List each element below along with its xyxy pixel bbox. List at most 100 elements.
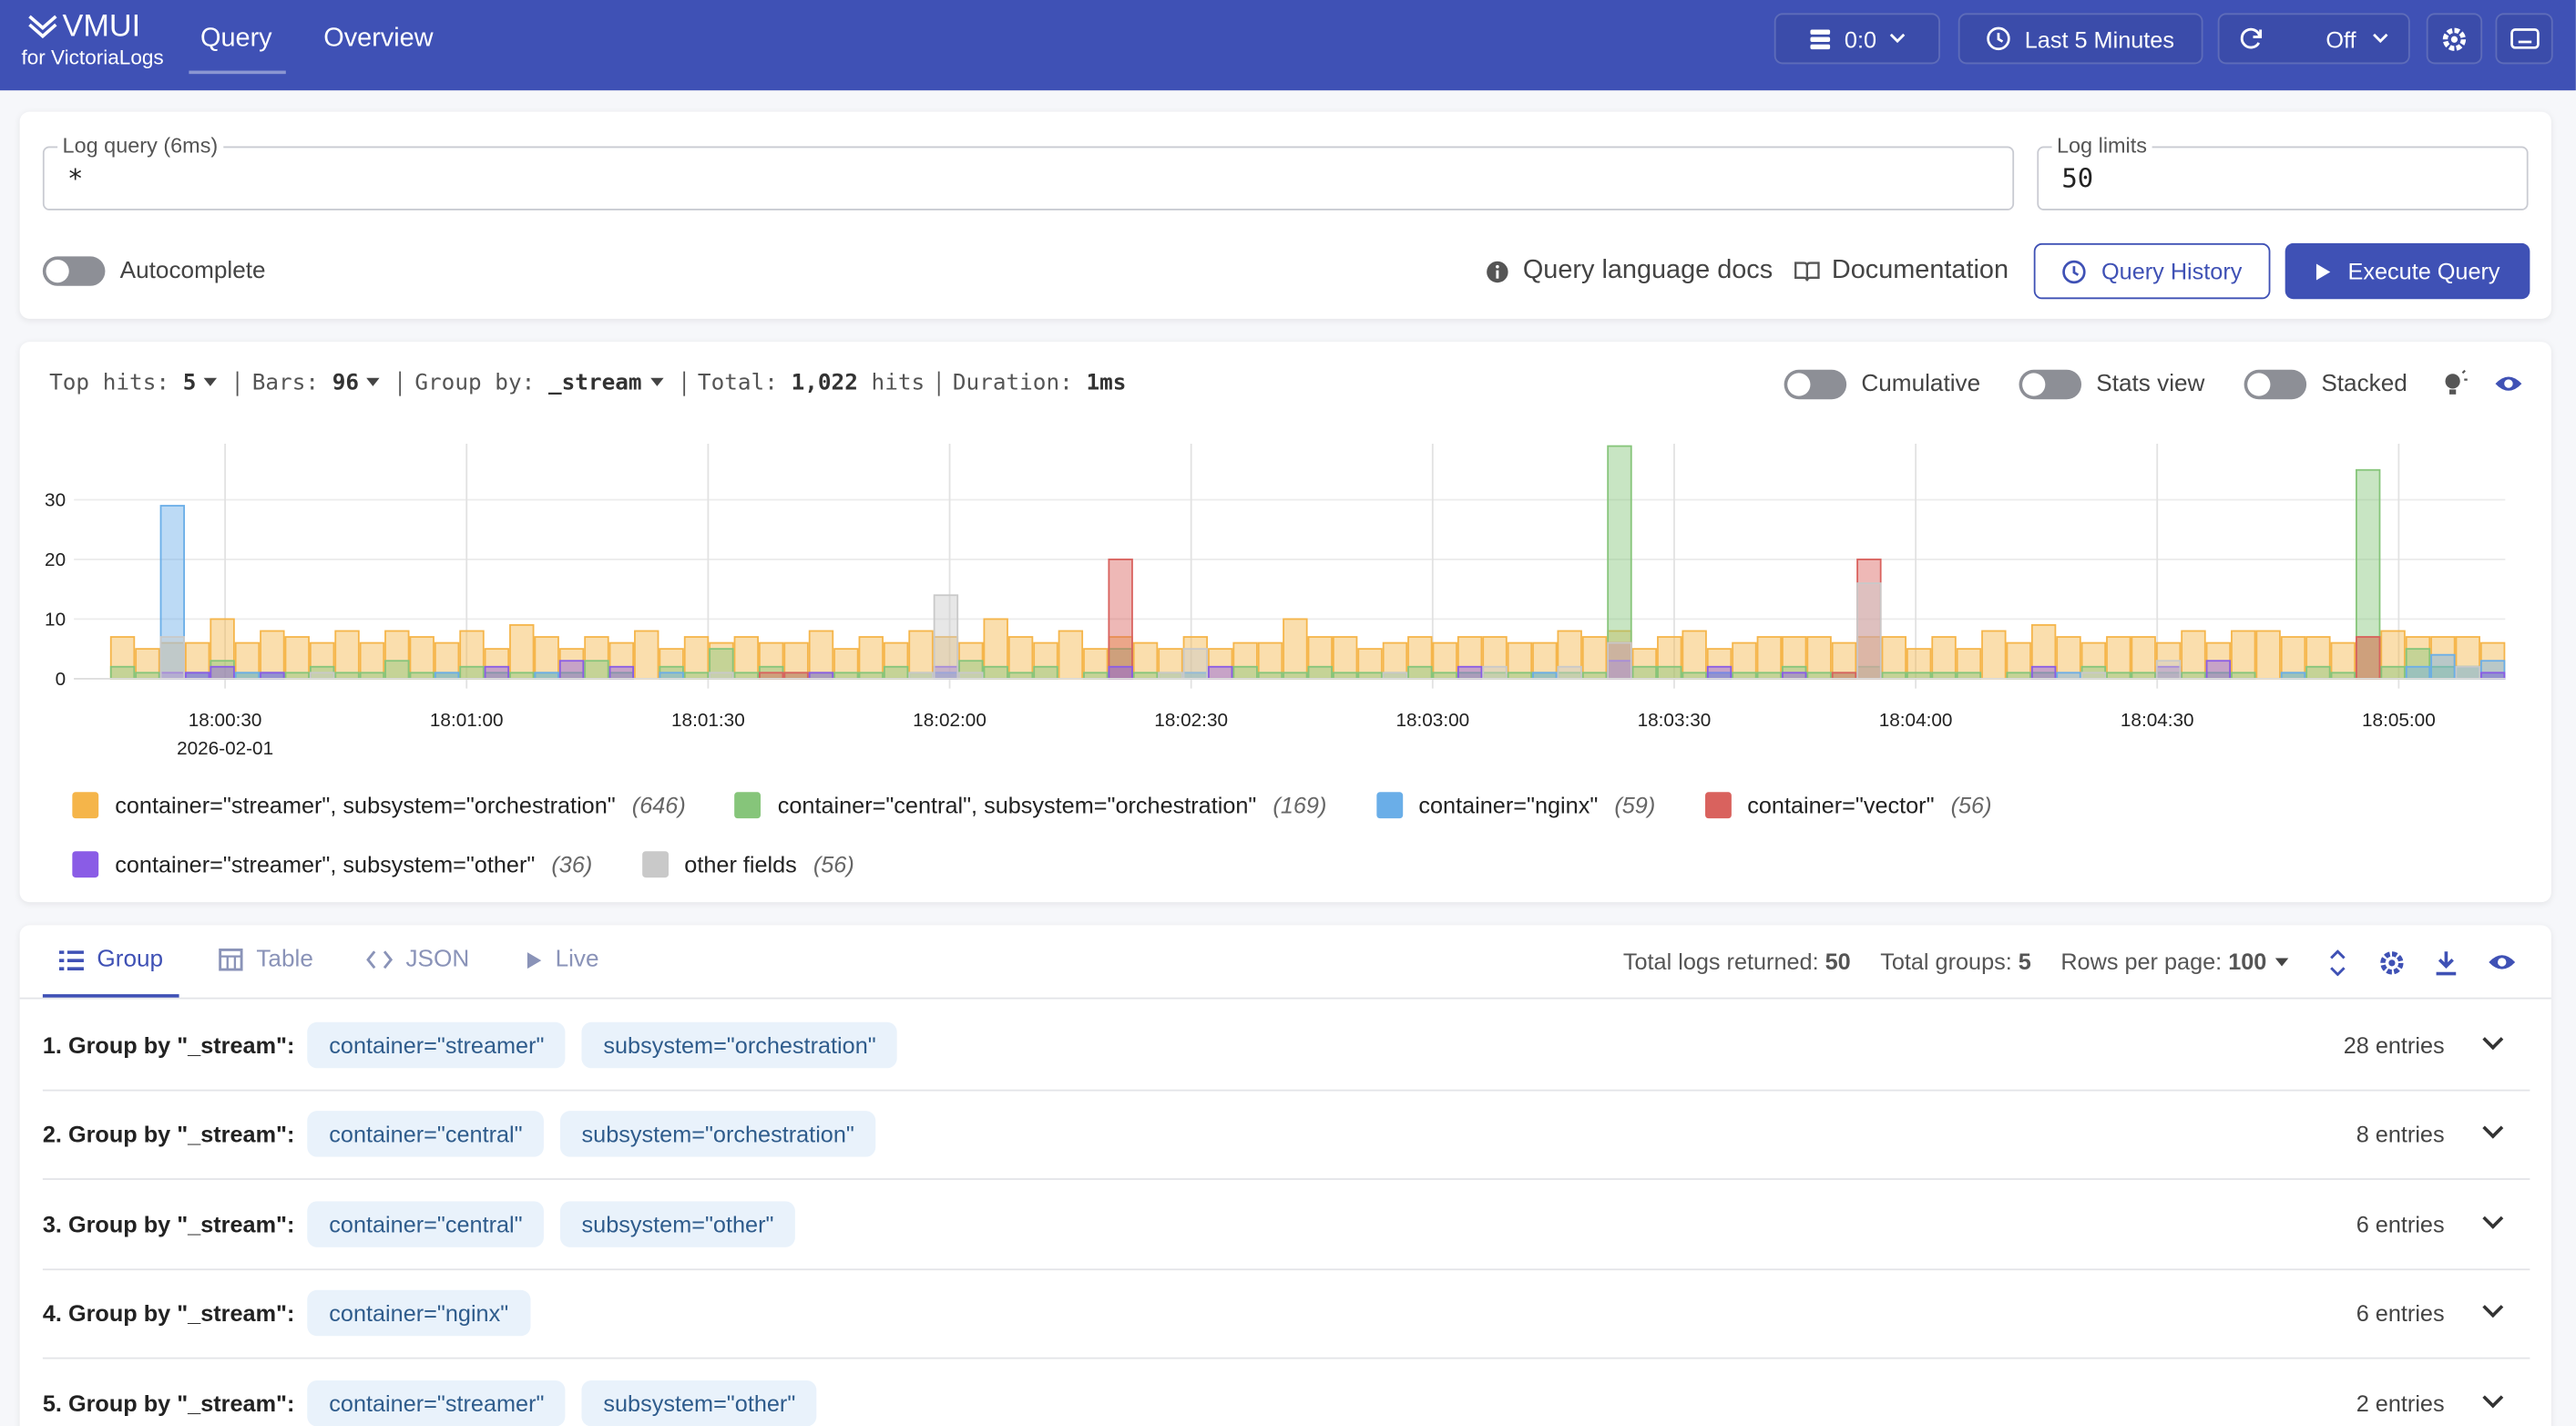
bar	[1083, 672, 1109, 680]
download-icon[interactable]	[2435, 949, 2458, 976]
bar	[1682, 672, 1707, 680]
caret	[2274, 958, 2288, 967]
bar	[1881, 636, 1906, 680]
execute-button[interactable]: Execute Query	[2285, 242, 2530, 300]
eye-icon[interactable]	[2494, 373, 2523, 394]
button-label: Query History	[2101, 258, 2243, 285]
toggle-label: Stats view	[2096, 371, 2205, 398]
logo-icon	[28, 15, 57, 39]
keyboard-icon	[2510, 28, 2539, 49]
tenant-button[interactable]: 0:0	[1774, 13, 1940, 65]
toggle[interactable]	[2019, 369, 2082, 400]
stat-label: Bars:	[251, 369, 320, 396]
group-row[interactable]: 4. Group by "_stream": container="nginx" 6…	[42, 1269, 2530, 1359]
tab-indicator	[42, 994, 179, 998]
docs-link[interactable]: Query language docs	[1522, 256, 1774, 285]
group-row[interactable]: 2. Group by "_stream": container="central…	[42, 1090, 2530, 1181]
meta[interactable]: Rows per page: 100	[2060, 948, 2295, 975]
bar	[558, 660, 585, 680]
bar	[1981, 630, 2007, 680]
legend-item[interactable]: container="nginx" (59)	[1375, 787, 1655, 822]
bar	[459, 630, 485, 680]
legend-label: container="central", subsystem="orchestr…	[777, 791, 1257, 818]
legend-item[interactable]: container="streamer", subsystem="other" (…	[72, 846, 592, 881]
play-icon	[526, 951, 542, 969]
legend-total: (36)	[551, 850, 593, 877]
legend-total: (56)	[1950, 791, 1992, 818]
bar	[2280, 636, 2306, 680]
settings-button[interactable]	[2426, 13, 2483, 65]
legend-label: container="vector"	[1747, 791, 1935, 818]
bar	[484, 665, 510, 680]
meta-value[interactable]: 100	[2228, 948, 2267, 975]
documentation-link[interactable]: Documentation	[1831, 256, 2009, 285]
bar	[1806, 672, 1832, 680]
bar	[2006, 672, 2031, 680]
nav-tab[interactable]: Overview	[323, 25, 434, 53]
bar	[1457, 665, 1483, 680]
group-row[interactable]: 3. Group by "_stream": container="central…	[42, 1180, 2530, 1270]
button-label: Execute Query	[2347, 258, 2500, 285]
bar	[1332, 672, 1358, 680]
stat-label: Total:	[697, 369, 778, 396]
bar	[109, 636, 136, 680]
result-tab[interactable]: Group	[58, 947, 163, 973]
nav-tab[interactable]: Query	[200, 25, 272, 53]
legend-item[interactable]: other fields (56)	[641, 846, 854, 881]
toggle[interactable]	[42, 256, 106, 286]
bar	[883, 665, 909, 680]
bar	[2131, 636, 2156, 680]
bar	[1557, 630, 1582, 680]
limits-input[interactable]: Log limits 50	[2037, 133, 2529, 210]
meta-label: Total groups:	[1880, 948, 2012, 975]
stat-value[interactable]: 96	[332, 369, 360, 396]
history-button[interactable]: Query History	[2033, 242, 2271, 300]
results-meta: Total logs returned: 50 Total groups: 5 …	[1623, 948, 2295, 975]
tab-label: Live	[555, 946, 599, 973]
refresh-value: Off	[2326, 25, 2356, 52]
query-input[interactable]: Log query (6ms) *	[42, 133, 2015, 210]
time-button[interactable]: Last 5 Minutes	[1958, 13, 2203, 65]
result-tab[interactable]: Table	[219, 947, 313, 973]
expand-icon[interactable]	[2329, 949, 2346, 977]
result-tab[interactable]: Live	[526, 946, 599, 973]
time-range: Last 5 Minutes	[2024, 25, 2174, 52]
toggle-label: Cumulative	[1861, 371, 1981, 398]
bar	[1332, 636, 1358, 680]
meta: Total groups: 5	[1880, 949, 2031, 975]
group-tag: container="streamer"	[307, 1380, 566, 1426]
bar	[2255, 630, 2281, 680]
stat-value[interactable]: _stream	[547, 369, 642, 396]
group-entries: 28 entries	[2343, 1031, 2445, 1059]
bulb-icon[interactable]	[2441, 369, 2468, 398]
legend-item[interactable]: container="streamer", subsystem="orchest…	[72, 787, 686, 822]
toggle[interactable]	[1784, 369, 1847, 400]
group-row[interactable]: 1. Group by "_stream": container="streame…	[42, 1000, 2530, 1092]
bar	[1682, 630, 1707, 680]
keyboard-button[interactable]	[2495, 13, 2553, 65]
bar	[334, 630, 360, 680]
bar	[584, 660, 609, 680]
toggle[interactable]	[2244, 369, 2307, 400]
tabs-divider	[19, 997, 2551, 1000]
x-tick-label: 18:05:00	[2362, 710, 2436, 731]
bar	[833, 648, 859, 680]
bar	[908, 672, 934, 680]
legend-label: other fields	[684, 850, 797, 877]
legend-item[interactable]: container="central", subsystem="orchestr…	[734, 787, 1326, 822]
gear-icon[interactable]	[2378, 949, 2405, 976]
result-tab[interactable]: JSON	[366, 947, 469, 973]
bar	[1657, 636, 1682, 680]
bar	[2080, 672, 2107, 680]
meta-value: 5	[2018, 948, 2031, 975]
refresh-button[interactable]: Off	[2217, 13, 2410, 65]
eye-icon[interactable]	[2487, 951, 2516, 972]
legend-item[interactable]: container="vector" (56)	[1704, 787, 1992, 822]
bar	[1208, 665, 1233, 680]
stat-value[interactable]: 5	[182, 369, 197, 396]
bar	[159, 505, 186, 680]
tab-label: Table	[256, 946, 313, 973]
group-row[interactable]: 5. Group by "_stream": container="streame…	[43, 1359, 2530, 1426]
bar	[135, 672, 160, 680]
